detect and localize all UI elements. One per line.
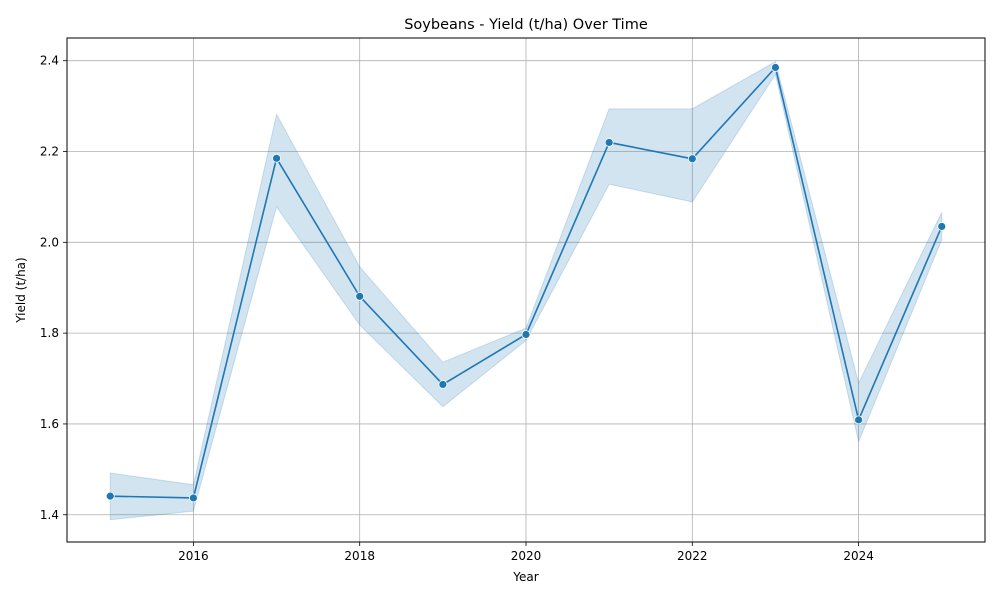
- y-tick-label: 1.4: [40, 508, 59, 522]
- data-point: [188, 493, 198, 503]
- y-axis-label: Yield (t/ha): [14, 257, 28, 323]
- x-tick-label: 2024: [843, 549, 874, 563]
- confidence-band: [109, 60, 943, 521]
- x-tick-label: 2018: [344, 549, 375, 563]
- data-points-group: [105, 63, 947, 503]
- data-point: [355, 291, 365, 301]
- confidence-band-group: [109, 60, 943, 521]
- y-axis-ticks: 1.4 1.6 1.8 2.0 2.2 2.4: [40, 54, 67, 522]
- data-point: [687, 154, 697, 164]
- data-point: [604, 138, 614, 147]
- data-point: [272, 153, 281, 163]
- data-point: [771, 63, 780, 72]
- x-tick-label: 2016: [178, 549, 209, 563]
- y-tick-label: 2.4: [40, 54, 59, 68]
- data-point: [521, 330, 531, 339]
- data-point: [105, 491, 115, 501]
- chart-title: Soybeans - Yield (t/ha) Over Time: [404, 17, 648, 33]
- y-tick-label: 2.0: [40, 235, 59, 249]
- y-tick-label: 1.8: [40, 326, 59, 340]
- y-tick-label: 1.6: [40, 417, 59, 431]
- x-tick-label: 2020: [511, 549, 542, 563]
- grid-lines: [67, 38, 985, 542]
- data-point: [438, 380, 448, 389]
- data-point: [854, 415, 864, 425]
- x-axis-label: Year: [512, 570, 538, 584]
- x-axis-ticks: 2016 2018 2020 2022 2024: [178, 542, 874, 563]
- data-point: [937, 222, 947, 231]
- x-tick-label: 2022: [677, 549, 708, 563]
- y-tick-label: 2.2: [40, 145, 59, 159]
